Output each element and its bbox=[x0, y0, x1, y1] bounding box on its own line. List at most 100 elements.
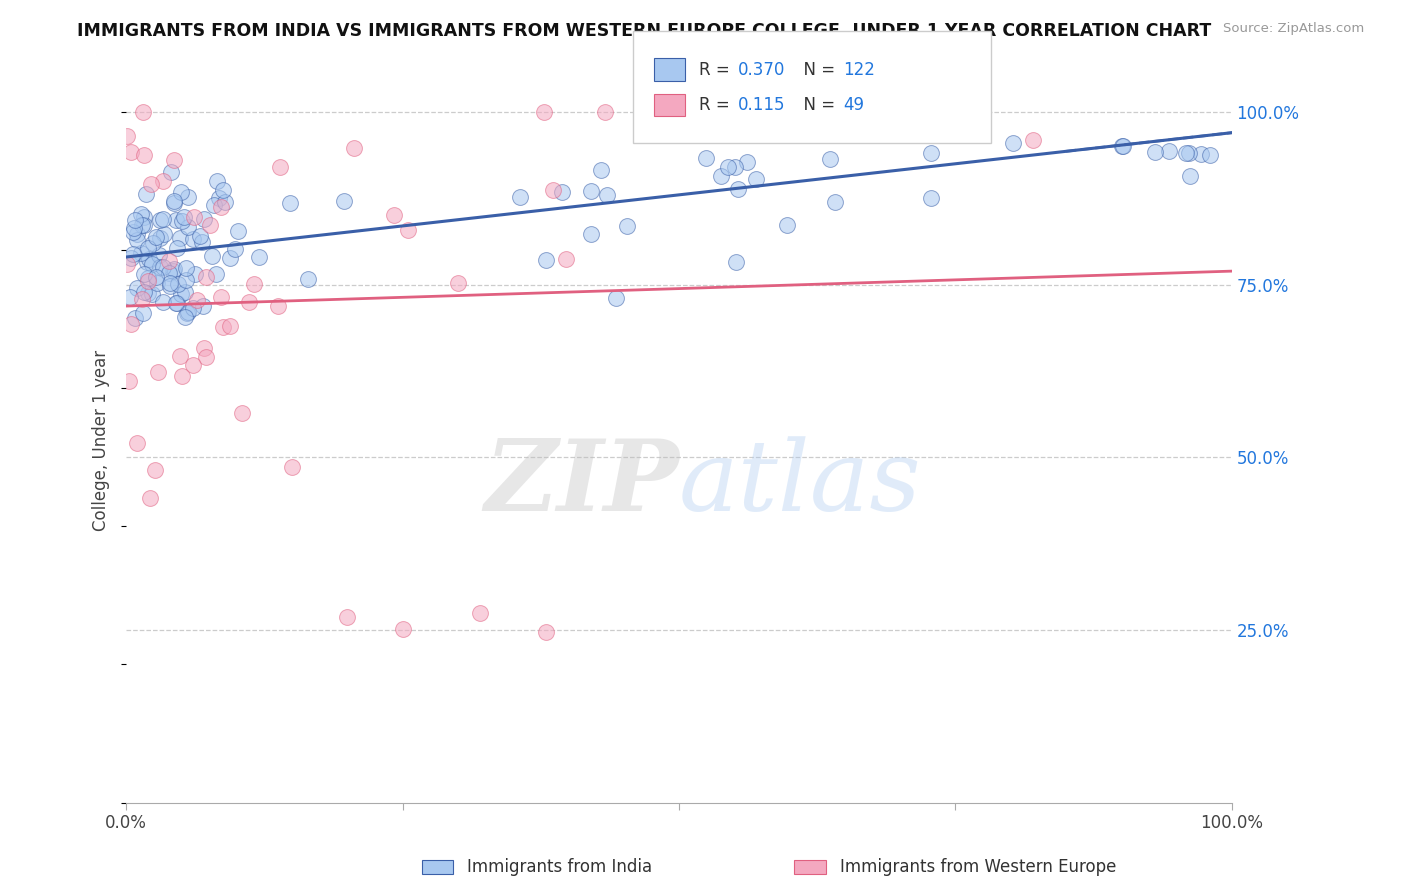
Point bbox=[596, 188, 619, 202]
Point bbox=[146, 276, 169, 290]
Text: 49: 49 bbox=[844, 96, 865, 114]
Text: IMMIGRANTS FROM INDIA VS IMMIGRANTS FROM WESTERN EUROPE COLLEGE, UNDER 1 YEAR CO: IMMIGRANTS FROM INDIA VS IMMIGRANTS FROM… bbox=[77, 22, 1212, 40]
Point bbox=[280, 196, 302, 211]
Point bbox=[138, 270, 160, 285]
Point bbox=[1177, 146, 1199, 161]
Point bbox=[950, 121, 973, 136]
Point bbox=[120, 317, 142, 331]
Point bbox=[231, 406, 253, 420]
Point bbox=[396, 223, 419, 237]
Point bbox=[170, 287, 193, 301]
Point bbox=[186, 293, 208, 308]
Point bbox=[202, 198, 225, 212]
Point bbox=[676, 96, 699, 111]
Point bbox=[591, 163, 613, 178]
Point bbox=[1159, 144, 1181, 158]
Point bbox=[193, 211, 215, 226]
Point bbox=[157, 253, 180, 268]
Point bbox=[824, 195, 846, 210]
Point bbox=[166, 296, 188, 310]
Point bbox=[152, 212, 174, 227]
Text: 122: 122 bbox=[844, 61, 876, 78]
Text: N =: N = bbox=[793, 61, 841, 78]
Point bbox=[145, 230, 167, 244]
Point bbox=[169, 231, 191, 245]
Point bbox=[143, 463, 166, 477]
Text: N =: N = bbox=[793, 96, 841, 114]
Point bbox=[170, 185, 193, 199]
Point bbox=[297, 272, 319, 286]
Point bbox=[725, 254, 748, 268]
Text: 0.370: 0.370 bbox=[738, 61, 786, 78]
Point bbox=[269, 160, 291, 174]
Point bbox=[134, 285, 156, 300]
Point bbox=[122, 225, 145, 239]
Point bbox=[198, 219, 221, 233]
Point bbox=[212, 183, 235, 197]
Point bbox=[117, 128, 139, 143]
Point bbox=[536, 624, 558, 639]
Point bbox=[783, 125, 806, 139]
Point bbox=[148, 366, 170, 380]
Point bbox=[214, 194, 236, 209]
Text: ZIP: ZIP bbox=[484, 435, 679, 532]
Text: R =: R = bbox=[699, 96, 735, 114]
Point bbox=[219, 319, 242, 334]
Point bbox=[117, 257, 139, 271]
Point bbox=[195, 351, 218, 365]
Point bbox=[136, 285, 159, 300]
Point bbox=[724, 160, 747, 174]
Point bbox=[132, 305, 155, 319]
Point bbox=[554, 252, 576, 267]
Point bbox=[118, 375, 141, 389]
Point bbox=[162, 264, 184, 278]
Point bbox=[333, 194, 356, 208]
Point bbox=[336, 610, 359, 624]
Text: Immigrants from India: Immigrants from India bbox=[467, 858, 652, 876]
Point bbox=[142, 236, 165, 251]
Point bbox=[149, 212, 172, 227]
Point bbox=[218, 251, 240, 265]
Point bbox=[118, 290, 141, 304]
Point bbox=[165, 213, 187, 227]
Point bbox=[152, 260, 174, 275]
Point bbox=[188, 228, 211, 243]
Point bbox=[166, 240, 188, 254]
Point bbox=[163, 196, 186, 211]
Point bbox=[776, 218, 799, 232]
Point bbox=[201, 249, 224, 263]
Point bbox=[1198, 148, 1220, 162]
Point bbox=[391, 622, 413, 636]
Point bbox=[160, 164, 183, 178]
Point bbox=[131, 218, 153, 232]
Point bbox=[125, 233, 148, 247]
Point bbox=[193, 341, 215, 355]
Text: R =: R = bbox=[699, 61, 735, 78]
Point bbox=[169, 349, 191, 363]
Point bbox=[226, 224, 249, 238]
Point bbox=[139, 177, 162, 191]
Point bbox=[165, 295, 187, 310]
Point bbox=[704, 95, 727, 110]
Point bbox=[125, 227, 148, 242]
Text: atlas: atlas bbox=[679, 436, 922, 531]
Point bbox=[267, 299, 290, 313]
Point bbox=[212, 320, 235, 334]
Point bbox=[605, 291, 627, 305]
Point bbox=[1143, 145, 1166, 159]
Point bbox=[181, 301, 204, 315]
Point bbox=[247, 250, 270, 264]
Point bbox=[593, 105, 616, 120]
Point bbox=[195, 270, 218, 285]
Point bbox=[129, 207, 152, 221]
Point bbox=[139, 491, 162, 505]
Point bbox=[134, 147, 156, 161]
Point bbox=[1112, 139, 1135, 153]
Point bbox=[342, 141, 364, 155]
Point bbox=[159, 279, 181, 293]
Point bbox=[149, 230, 172, 244]
Point bbox=[152, 227, 174, 241]
Point bbox=[132, 211, 155, 225]
Point bbox=[541, 183, 564, 197]
Point bbox=[727, 182, 749, 196]
